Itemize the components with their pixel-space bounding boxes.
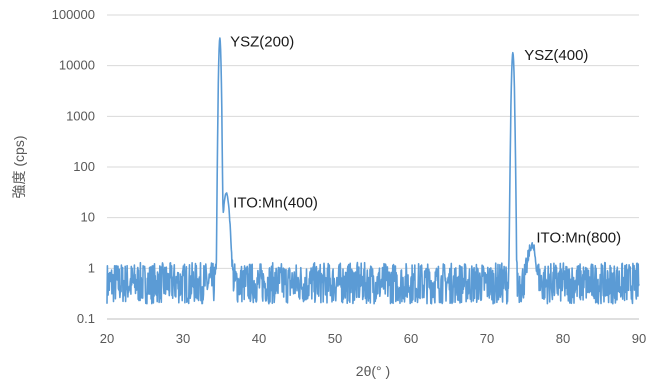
y-tick-labels: 0.1 1 10 100 1000 10000 100000 xyxy=(52,7,95,326)
x-tick-label: 80 xyxy=(556,331,570,346)
y-tick-label: 100000 xyxy=(52,7,95,22)
y-tick-label: 10 xyxy=(81,210,95,225)
y-tick-label: 100 xyxy=(73,159,95,174)
x-tick-labels: 20 30 40 50 60 70 80 90 xyxy=(100,331,646,346)
x-axis-title: 2θ(° ) xyxy=(356,363,390,379)
peak-label: ITO:Mn(400) xyxy=(233,194,318,211)
peak-label: YSZ(200) xyxy=(230,33,294,50)
y-tick-label: 1000 xyxy=(66,108,95,123)
x-tick-label: 90 xyxy=(632,331,646,346)
x-tick-label: 30 xyxy=(176,331,190,346)
x-tick-label: 40 xyxy=(252,331,266,346)
series-line xyxy=(106,37,640,305)
peak-label: ITO:Mn(800) xyxy=(536,230,621,247)
y-tick-label: 1 xyxy=(88,260,95,275)
x-tick-label: 50 xyxy=(328,331,342,346)
x-tick-label: 60 xyxy=(404,331,418,346)
peak-label: YSZ(400) xyxy=(524,47,588,64)
x-tick-label: 70 xyxy=(480,331,494,346)
x-tick-label: 20 xyxy=(100,331,114,346)
y-tick-label: 0.1 xyxy=(77,311,95,326)
series-layer xyxy=(106,37,640,305)
peak-annotations: YSZ(200) ITO:Mn(400) YSZ(400) ITO:Mn(800) xyxy=(230,33,621,246)
y-axis-title: 強度 (cps) xyxy=(11,136,27,199)
y-tick-label: 10000 xyxy=(59,58,95,73)
